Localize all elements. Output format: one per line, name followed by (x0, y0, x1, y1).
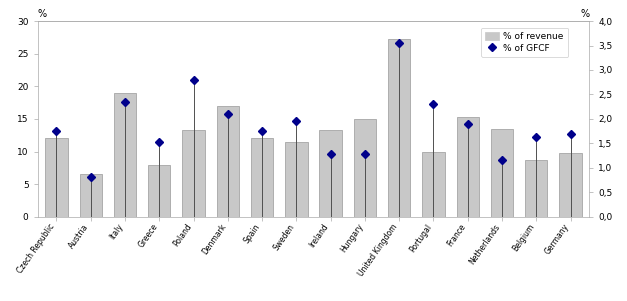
Bar (285, 142, 307, 217)
Text: %: % (580, 9, 589, 19)
Bar (45, 138, 68, 217)
Bar (525, 160, 547, 217)
Bar (456, 117, 479, 217)
Bar (217, 106, 239, 217)
Text: %: % (38, 9, 47, 19)
Bar (491, 129, 513, 217)
Bar (80, 174, 102, 217)
Bar (388, 39, 410, 217)
Bar (182, 130, 204, 217)
Bar (148, 165, 171, 217)
Bar (423, 151, 445, 217)
Bar (114, 93, 136, 217)
Bar (354, 119, 376, 217)
Bar (559, 154, 582, 217)
Bar (251, 138, 273, 217)
Legend: % of revenue, % of GFCF: % of revenue, % of GFCF (481, 27, 568, 57)
Bar (320, 130, 342, 217)
